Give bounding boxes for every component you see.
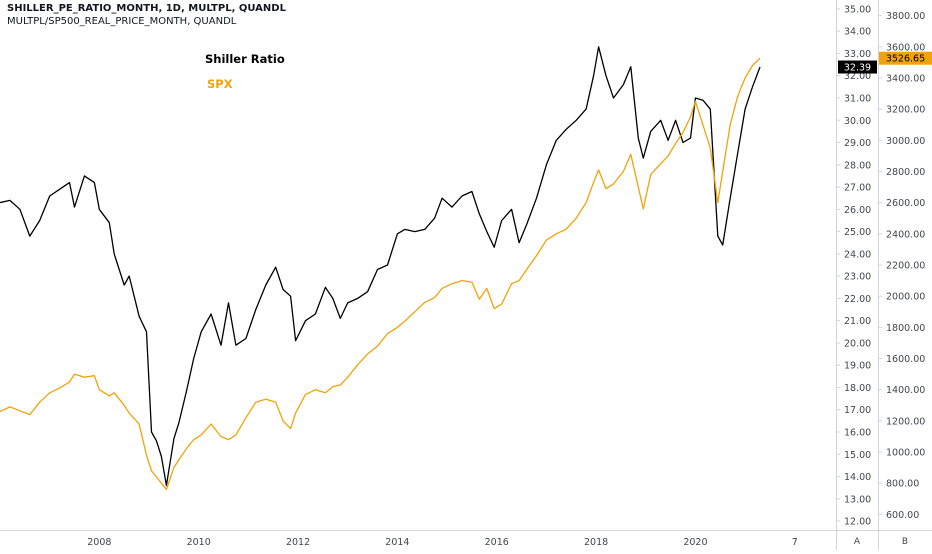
right-axis-tick-label: 3000.00 (886, 136, 925, 147)
left-axis-tick-label: 14.00 (844, 472, 871, 483)
series-line-spx (0, 57, 761, 491)
left-axis-tick-label: 17.00 (844, 405, 871, 416)
corner-label-left[interactable]: A (854, 537, 861, 547)
series-line-shiller-ratio (0, 46, 761, 487)
left-axis-tick-label: 27.00 (844, 183, 871, 194)
right-axis-tick-label: 2400.00 (886, 229, 925, 240)
x-axis-tick-label: 2014 (385, 537, 409, 548)
last-value-label-shiller: 32.39 (844, 63, 871, 74)
left-axis-tick-label: 25.00 (844, 227, 871, 238)
left-axis-tick-label: 24.00 (844, 249, 871, 260)
left-axis-tick-label: 29.00 (844, 138, 871, 149)
left-axis-tick-label: 23.00 (844, 272, 871, 283)
right-axis-tick-label: 3600.00 (886, 42, 925, 53)
left-axis-tick-label: 19.00 (844, 361, 871, 372)
right-axis-tick-label: 2600.00 (886, 198, 925, 209)
left-axis-tick-label: 22.00 (844, 294, 871, 305)
last-value-label-spx: 3526.65 (886, 54, 925, 65)
x-axis-tick-label: 2010 (187, 537, 211, 548)
left-axis-tick-label: 28.00 (844, 160, 871, 171)
right-axis-tick-label: 3800.00 (886, 11, 925, 22)
right-axis-tick-label: 1000.00 (886, 448, 925, 459)
x-axis-tick-label: 2018 (584, 537, 608, 548)
left-axis-tick-label: 15.00 (844, 450, 871, 461)
x-axis-tick-label: 2016 (485, 537, 509, 548)
last-value-badge-spx (879, 51, 932, 65)
left-axis-tick-label: 20.00 (844, 338, 871, 349)
right-axis-tick-label: 1600.00 (886, 354, 925, 365)
left-axis-tick-label: 16.00 (844, 428, 871, 439)
legend-shiller-ratio: Shiller Ratio (205, 52, 285, 66)
right-axis-tick-label: 2000.00 (886, 292, 925, 303)
x-axis-tick-label: 2008 (87, 537, 111, 548)
left-axis-tick-label: 18.00 (844, 383, 871, 394)
chart-header-series-1: SHILLER_PE_RATIO_MONTH, 1D, MULTPL, QUAN… (7, 3, 286, 14)
left-axis-tick-label: 33.00 (844, 49, 871, 60)
right-axis-tick-label: 1800.00 (886, 323, 925, 334)
right-axis-tick-label: 3400.00 (886, 73, 925, 84)
left-axis-tick-label: 35.00 (844, 4, 871, 15)
x-axis-tick-label: 7 (792, 537, 798, 548)
right-axis-tick-label: 2200.00 (886, 261, 925, 272)
right-axis-tick-label: 600.00 (886, 510, 919, 521)
right-axis-tick-label: 800.00 (886, 479, 919, 490)
corner-label-right[interactable]: B (902, 537, 908, 547)
left-axis-tick-label: 34.00 (844, 27, 871, 38)
right-axis-tick-label: 1400.00 (886, 385, 925, 396)
left-axis-tick-label: 21.00 (844, 316, 871, 327)
legend-spx: SPX (207, 77, 233, 91)
left-axis-tick-label: 26.00 (844, 205, 871, 216)
left-axis-tick-label: 12.00 (844, 517, 871, 528)
left-axis-tick-label: 13.00 (844, 494, 871, 505)
chart-header-series-2: MULTPL/SP500_REAL_PRICE_MONTH, QUANDL (7, 16, 237, 27)
x-axis-tick-label: 2012 (286, 537, 310, 548)
left-axis-tick-label: 31.00 (844, 93, 871, 104)
left-axis-tick-label: 30.00 (844, 116, 871, 127)
right-axis-tick-label: 1200.00 (886, 416, 925, 427)
last-value-badge-shiller (838, 60, 877, 74)
left-axis-tick-label: 32.00 (844, 71, 871, 82)
x-axis-tick-label: 2020 (683, 537, 707, 548)
right-axis-tick-label: 2800.00 (886, 167, 925, 178)
right-axis-tick-label: 3200.00 (886, 105, 925, 116)
